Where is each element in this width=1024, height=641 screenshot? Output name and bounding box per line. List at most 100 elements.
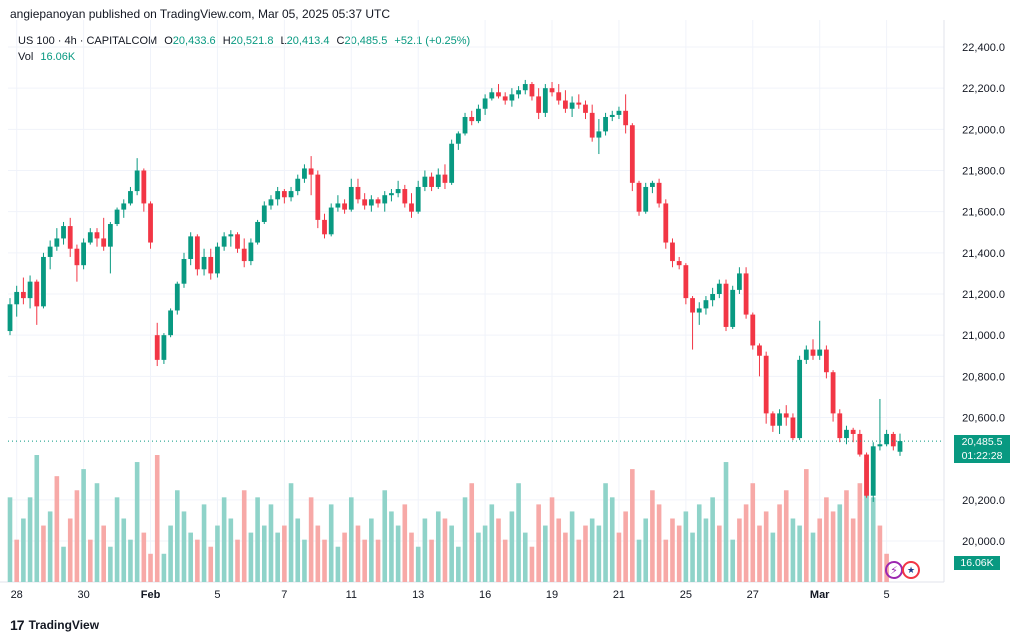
volume-bar: [154, 455, 160, 582]
candle-body: [502, 96, 508, 101]
volume-bar: [797, 525, 802, 582]
volume-bar: [255, 497, 260, 582]
candle-body: [803, 349, 809, 360]
candle-body: [174, 283, 180, 311]
candle-body: [743, 273, 749, 315]
published-caption: angiepanoyan published on TradingView.co…: [10, 7, 391, 21]
footer-brand[interactable]: 17 TradingView: [10, 617, 99, 633]
volume-bar: [128, 539, 133, 582]
volume-bar: [676, 525, 682, 582]
tradingview-logo-icon: 17: [10, 617, 25, 633]
volume-bar: [723, 462, 729, 582]
candle-body: [255, 221, 260, 243]
candle-body: [877, 444, 883, 447]
volume-bar: [375, 539, 381, 582]
candle-body: [134, 170, 140, 192]
candle-body: [422, 176, 428, 187]
candle-body: [890, 433, 896, 447]
volume-bar: [295, 518, 301, 582]
candle-body: [435, 174, 441, 187]
candle-body: [268, 199, 274, 206]
candle-body: [476, 108, 481, 122]
candle-body: [47, 246, 53, 257]
volume-bar: [502, 539, 508, 582]
volume-label[interactable]: Vol: [18, 51, 34, 63]
candle-body: [469, 116, 475, 122]
candle-body: [201, 256, 207, 270]
candle-body: [7, 304, 13, 332]
volume-bar: [549, 497, 555, 582]
y-tick-label: 21,400.0: [962, 248, 1005, 260]
candle-body: [455, 133, 461, 144]
volume-bar: [248, 532, 254, 582]
x-tick-label: 5: [214, 589, 220, 601]
us-flag-icon[interactable]: ★: [902, 561, 920, 579]
candle-body: [596, 131, 602, 138]
volume-bar: [101, 525, 106, 582]
volume-bar: [41, 525, 46, 582]
candle-body: [107, 224, 113, 247]
candle-body: [777, 413, 782, 426]
candle-body: [857, 433, 863, 455]
brand-name: TradingView: [28, 618, 100, 632]
close-label: C: [336, 35, 345, 47]
candle-body: [148, 203, 153, 243]
volume-bar: [54, 476, 60, 582]
candle-body: [770, 413, 776, 426]
volume-bar: [94, 483, 100, 582]
volume-bar: [536, 504, 541, 582]
volume-bar: [261, 525, 267, 582]
candle-body: [516, 90, 521, 95]
candle-body: [328, 207, 334, 235]
volume-bar: [195, 539, 200, 582]
volume-bar: [770, 532, 776, 582]
volume-bar: [817, 518, 822, 582]
volume-bar: [804, 469, 809, 582]
volume-bar: [636, 539, 642, 582]
x-tick-label: 16: [479, 589, 491, 601]
candle-body: [81, 242, 87, 266]
close-value: 20,485.5: [344, 35, 388, 47]
volume-bar: [74, 490, 80, 582]
volume-bar: [690, 532, 695, 582]
open-value: 20,433.6: [172, 35, 216, 47]
candle-body: [736, 273, 742, 290]
candle-body: [27, 281, 33, 299]
volume-bar: [563, 532, 568, 582]
candle-body: [716, 283, 722, 294]
volume-bar: [737, 518, 742, 582]
candle-body: [723, 283, 729, 327]
volume-bar: [496, 518, 501, 582]
candle-body: [194, 236, 200, 270]
x-tick-label: 28: [11, 589, 23, 601]
volume-bar: [235, 539, 240, 582]
candle-body: [496, 92, 501, 97]
volume-bar: [188, 532, 193, 582]
candle-body: [462, 116, 468, 134]
volume-bar: [462, 497, 468, 582]
candle-body: [154, 335, 160, 360]
candle-body: [616, 110, 622, 115]
volume-bar: [569, 511, 575, 582]
candle-body: [34, 281, 40, 307]
volume-bar: [529, 546, 535, 582]
candle-body: [415, 186, 421, 212]
flash-icon[interactable]: ⚡: [885, 561, 903, 579]
candle-body: [569, 102, 575, 109]
y-tick-label: 22,200.0: [962, 83, 1005, 95]
volume-bar: [696, 504, 702, 582]
symbol-name[interactable]: US 100 · 4h · CAPITALCOM: [18, 35, 158, 47]
volume-bar: [228, 518, 234, 582]
x-tick-label: 7: [281, 589, 287, 601]
candle-body: [261, 205, 267, 222]
volume-bar: [268, 504, 274, 582]
candle-body: [362, 199, 368, 206]
candle-body: [395, 189, 401, 194]
high-label: H: [222, 35, 231, 47]
volume-bar: [643, 518, 649, 582]
volume-bar: [717, 525, 722, 582]
volume-bar: [522, 532, 528, 582]
candle-body: [188, 236, 194, 260]
candle-body: [589, 112, 595, 138]
